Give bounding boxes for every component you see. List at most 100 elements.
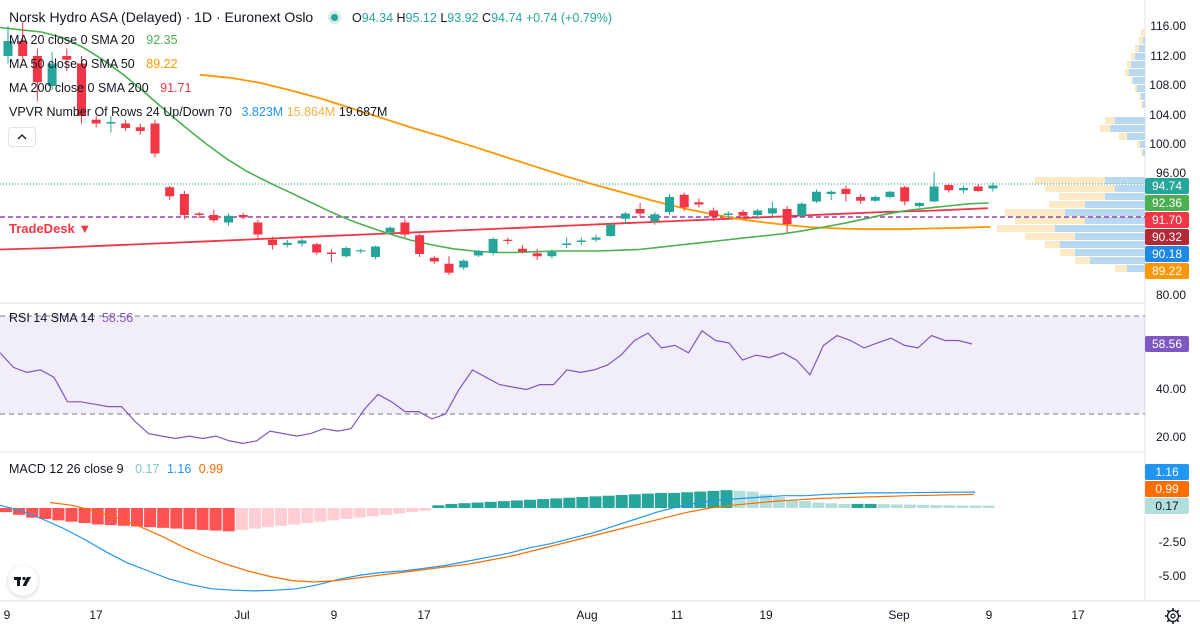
volume-profile-up-bar [1060, 241, 1145, 248]
time-tick: 19 [759, 608, 773, 622]
macd-histogram-bar [340, 508, 353, 519]
ma200-legend[interactable]: MA 200 close 0 SMA 200 91.71 [9, 80, 191, 96]
macd-histogram-bar [969, 505, 982, 508]
ma50-line [199, 73, 991, 231]
price-tick: 108.00 [1149, 78, 1186, 92]
macd-histogram-bar [117, 508, 130, 526]
macd-histogram-bar [196, 508, 209, 530]
candle-body [121, 123, 131, 128]
open-value: 94.34 [361, 11, 394, 25]
macd-tick: -2.50 [1158, 535, 1186, 549]
candle-body [518, 248, 527, 252]
volume-profile-up-bar [1085, 201, 1145, 208]
candle-body [268, 239, 278, 245]
macd-histogram-bar [65, 508, 78, 522]
macd-histogram-bar [445, 503, 458, 508]
volume-profile-up-bar [1055, 225, 1145, 232]
change-value: +0.74 (+0.79%) [525, 11, 612, 25]
vpvr-legend[interactable]: VPVR Number Of Rows 24 Up/Down 70 3.823M… [9, 104, 387, 120]
ma200-label: MA 200 close 0 SMA 200 [9, 81, 149, 95]
volume-profile-up-bar [1065, 209, 1145, 216]
close-label: C [482, 11, 492, 25]
time-tick: 17 [89, 608, 103, 622]
candle-body [929, 186, 939, 202]
vpvr-down-value: 15.864M [286, 105, 336, 119]
candle-body [870, 197, 880, 201]
chart-legend-header: Norsk Hydro ASA (Delayed) · 1D · Euronex… [9, 8, 612, 27]
ma50-legend[interactable]: MA 50 close 0 SMA 50 89.22 [9, 56, 178, 72]
candle-body [3, 41, 13, 56]
candle-body [473, 251, 483, 256]
macd-histogram-bar [537, 499, 550, 508]
macd-histogram-bar [772, 497, 785, 508]
volume-profile-up-bar [1143, 101, 1145, 108]
macd-histogram-bar [275, 508, 288, 526]
ma200-value: 91.71 [160, 81, 192, 95]
chart-settings-button[interactable] [1163, 606, 1183, 626]
ma200-line [0, 207, 989, 251]
volume-profile-up-bar [1133, 77, 1145, 84]
time-tick: 17 [1071, 608, 1085, 622]
candle-body [694, 202, 704, 205]
macd-signal-value: 0.99 [198, 462, 224, 476]
candle-body [444, 263, 454, 273]
ma20-legend[interactable]: MA 20 close 0 SMA 20 92.35 [9, 32, 178, 48]
macd-histogram-bar [759, 494, 772, 508]
volume-profile-up-bar [1090, 257, 1145, 264]
macd-histogram-bar [406, 508, 419, 513]
close-value: 94.74 [491, 11, 523, 25]
candle-body [429, 257, 439, 262]
rsi-label: RSI 14 SMA 14 [9, 311, 95, 325]
market-status-dot [331, 14, 339, 21]
macd-histogram-bar [170, 508, 183, 529]
time-tick: 11 [670, 608, 684, 622]
candle-body [238, 215, 248, 218]
tradingview-logo-icon[interactable] [8, 566, 38, 596]
candle-body [973, 186, 983, 191]
candle-body [488, 239, 498, 253]
volume-profile-up-bar [1139, 45, 1145, 52]
ma20-value: 92.35 [146, 33, 178, 47]
volume-profile-up-bar [1141, 93, 1145, 100]
volume-profile-up-bar [1131, 61, 1145, 68]
rsi-line [0, 329, 973, 445]
candle-body [723, 213, 733, 215]
time-tick: 9 [985, 608, 993, 622]
ma20-price-tag: 92.36 [1145, 195, 1189, 211]
macd-histogram-bar [602, 495, 615, 508]
macd-histogram-bar [550, 498, 563, 508]
rsi-value-tag: 58.56 [1145, 336, 1189, 352]
macd-histogram-bar [235, 508, 248, 530]
volume-profile-up-bar [1143, 149, 1145, 156]
macd-histogram-bar [26, 508, 39, 518]
candle-body [988, 185, 998, 189]
gear-icon [1165, 608, 1181, 624]
candle-body [459, 260, 469, 268]
candle-body [767, 208, 777, 214]
symbol-title[interactable]: Norsk Hydro ASA (Delayed) · 1D · Euronex… [9, 9, 314, 25]
price-tick: 80.00 [1155, 288, 1186, 302]
macd-legend[interactable]: MACD 12 26 close 9 0.17 1.16 0.99 [9, 461, 223, 477]
candle-body [826, 191, 836, 194]
last-price-tag: 94.74 [1145, 178, 1189, 194]
volume-profile-up-bar [1143, 37, 1145, 44]
candle-body [620, 213, 630, 219]
tradedesk-label[interactable]: TradeDesk ▼ [9, 221, 92, 236]
candle-body [91, 119, 101, 124]
macd-histogram-bar [484, 501, 497, 508]
high-value: 95.12 [405, 11, 437, 25]
candle-body [576, 240, 586, 242]
macd-line-value: 1.16 [166, 462, 192, 476]
candle-body [194, 213, 204, 215]
volume-profile-up-bar [1127, 265, 1145, 272]
collapse-legend-button[interactable] [8, 127, 36, 147]
macd-histogram-bar [576, 497, 589, 508]
candle-body [135, 127, 145, 131]
rsi-legend[interactable]: RSI 14 SMA 14 58.56 [9, 310, 133, 326]
candle-body [812, 191, 821, 202]
candle-body [312, 244, 322, 253]
volume-profile-up-bar [1075, 249, 1145, 256]
macd-histogram-value: 0.17 [135, 462, 160, 476]
rsi-band-background [0, 316, 1145, 414]
